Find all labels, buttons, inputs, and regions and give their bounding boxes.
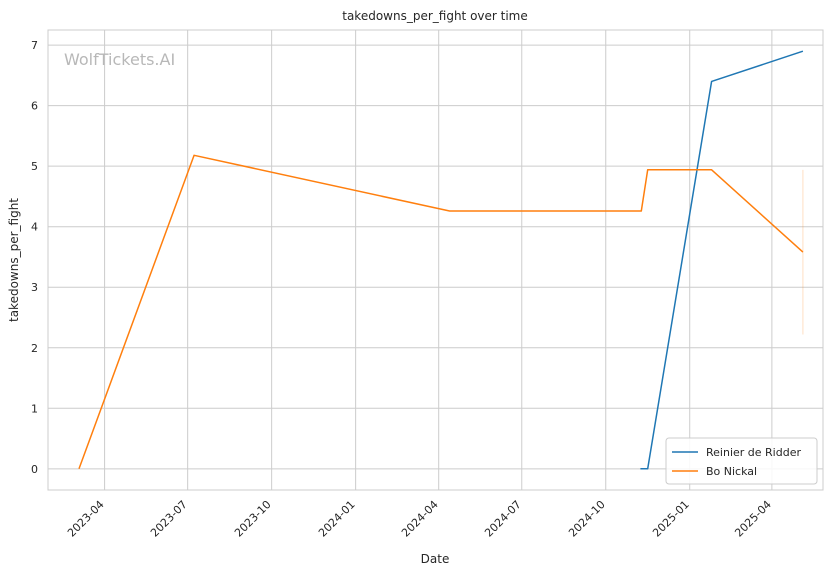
watermark: WolfTickets.AI [64, 50, 175, 69]
legend-label-reinier-de-ridder: Reinier de Ridder [706, 446, 801, 459]
y-tick-label-4: 4 [31, 221, 38, 234]
y-axis-title: takedowns_per_fight [7, 198, 21, 322]
legend: Reinier de Ridder Bo Nickal [665, 437, 818, 485]
x-tick-label-2025-01: 2025-01 [650, 498, 692, 540]
x-axis-title: Date [421, 552, 450, 566]
series-line-bo-nickal [78, 154, 804, 470]
chart-title: takedowns_per_fight over time [342, 9, 528, 23]
x-tick-label-2023-10: 2023-10 [232, 498, 274, 540]
y-axis-ticks: 0 1 2 3 4 5 6 7 [31, 39, 38, 476]
grid [48, 30, 823, 490]
x-tick-label-2025-04: 2025-04 [732, 498, 774, 540]
plot-area-frame [47, 29, 824, 491]
y-tick-label-3: 3 [31, 281, 38, 294]
y-tick-label-2: 2 [31, 342, 38, 355]
series-line-reinier-de-ridder [640, 50, 804, 470]
y-tick-label-5: 5 [31, 160, 38, 173]
x-tick-label-2024-01: 2024-01 [316, 498, 358, 540]
y-tick-label-6: 6 [31, 100, 38, 113]
x-tick-label-2024-07: 2024-07 [482, 498, 524, 540]
x-tick-label-2023-07: 2023-07 [148, 498, 190, 540]
x-tick-label-2023-04: 2023-04 [65, 498, 107, 540]
y-tick-label-7: 7 [31, 39, 38, 52]
x-axis-ticks: 2023-04 2023-07 2023-10 2024-01 2024-04 2024-… [65, 498, 774, 540]
legend-box [665, 437, 818, 485]
x-tick-label-2024-10: 2024-10 [566, 498, 608, 540]
y-tick-label-1: 1 [31, 402, 38, 415]
x-tick-label-2024-04: 2024-04 [399, 498, 441, 540]
legend-label-bo-nickal: Bo Nickal [706, 465, 757, 478]
series-layer [78, 50, 804, 470]
y-tick-label-0: 0 [31, 463, 38, 476]
